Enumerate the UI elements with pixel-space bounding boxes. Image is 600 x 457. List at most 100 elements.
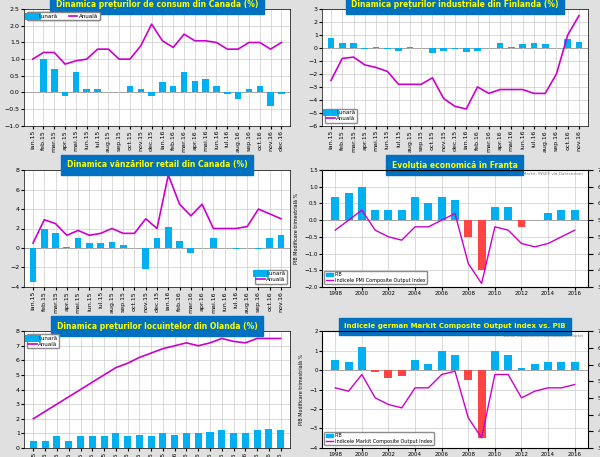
- Bar: [127, 86, 133, 92]
- Anuală: [350, 54, 357, 60]
- Anuală: [242, 340, 249, 345]
- Anuală: [148, 351, 155, 356]
- Anuală: [213, 40, 220, 45]
- Bar: [344, 362, 353, 370]
- Bar: [30, 441, 37, 448]
- Bar: [429, 48, 436, 53]
- Bar: [398, 370, 406, 376]
- Bar: [491, 207, 499, 220]
- Bar: [491, 351, 499, 370]
- Bar: [373, 47, 379, 48]
- Bar: [97, 243, 104, 248]
- Bar: [358, 187, 366, 220]
- Bar: [440, 48, 447, 51]
- Anuală: [105, 47, 112, 52]
- Bar: [230, 433, 237, 448]
- Anuală: [136, 355, 143, 360]
- Bar: [452, 48, 458, 49]
- Anuală: [253, 336, 260, 341]
- Bar: [437, 351, 446, 370]
- Anuală: [50, 50, 58, 55]
- Anuală: [142, 216, 149, 222]
- Bar: [53, 436, 61, 448]
- Bar: [361, 48, 368, 49]
- Anuală: [187, 213, 194, 218]
- Bar: [565, 39, 571, 48]
- Bar: [255, 248, 262, 249]
- Legend: Lunară, Anuală: Lunară, Anuală: [27, 334, 59, 348]
- Anuală: [112, 365, 119, 370]
- Bar: [463, 48, 470, 52]
- Anuală: [245, 40, 253, 45]
- Bar: [210, 238, 217, 248]
- Bar: [424, 203, 433, 220]
- Anuală: [418, 82, 425, 87]
- Anuală: [170, 45, 177, 50]
- Anuală: [89, 379, 96, 385]
- Bar: [328, 37, 334, 48]
- Anuală: [395, 82, 402, 87]
- Bar: [137, 89, 144, 92]
- Bar: [411, 197, 419, 220]
- Anuală: [65, 394, 73, 399]
- Anuală: [30, 416, 37, 421]
- Anuală: [474, 84, 481, 90]
- Anuală: [508, 87, 515, 92]
- Bar: [176, 241, 183, 248]
- Bar: [265, 429, 272, 448]
- Bar: [544, 213, 552, 220]
- Bar: [40, 59, 47, 92]
- Anuală: [463, 106, 470, 112]
- Bar: [278, 92, 284, 94]
- Bar: [64, 247, 70, 248]
- Legend: Lunară, Anuală: Lunară, Anuală: [254, 270, 287, 284]
- Bar: [160, 433, 166, 448]
- Bar: [120, 245, 127, 248]
- Bar: [497, 43, 503, 48]
- Bar: [557, 210, 565, 220]
- Anuală: [575, 13, 583, 18]
- Bar: [77, 436, 84, 448]
- Anuală: [440, 96, 448, 101]
- Bar: [385, 210, 392, 220]
- Anuală: [277, 336, 284, 341]
- Bar: [124, 436, 131, 448]
- Bar: [51, 69, 58, 92]
- Anuală: [361, 62, 368, 68]
- Bar: [112, 433, 119, 448]
- Anuală: [230, 339, 237, 344]
- Title: Indicele german Markit Composite Output Index vs. PIB: Indicele german Markit Composite Output …: [344, 324, 566, 329]
- Bar: [94, 89, 101, 92]
- Bar: [62, 92, 68, 96]
- Bar: [245, 89, 252, 92]
- Bar: [395, 48, 402, 51]
- Anuală: [530, 90, 538, 96]
- Anuală: [41, 217, 48, 223]
- Bar: [224, 92, 230, 94]
- Anuală: [232, 226, 239, 231]
- Anuală: [94, 47, 101, 52]
- Bar: [41, 441, 49, 448]
- Anuală: [119, 231, 127, 236]
- Anuală: [160, 346, 167, 351]
- Bar: [170, 86, 176, 92]
- Anuală: [176, 202, 183, 207]
- Anuală: [148, 21, 155, 27]
- Anuală: [154, 226, 161, 231]
- Bar: [213, 86, 220, 92]
- Bar: [52, 234, 59, 248]
- Anuală: [52, 221, 59, 226]
- Anuală: [131, 231, 138, 236]
- Bar: [101, 436, 107, 448]
- Line: Anuală: Anuală: [32, 24, 281, 64]
- Bar: [557, 362, 565, 370]
- Bar: [411, 361, 419, 370]
- Line: Anuală: Anuală: [33, 175, 281, 243]
- Anuală: [116, 56, 123, 62]
- Bar: [571, 210, 578, 220]
- Bar: [268, 92, 274, 106]
- Anuală: [124, 361, 131, 366]
- Anuală: [159, 38, 166, 43]
- Title: Dinamica prețurilor locuințelor din Olanda (%): Dinamica prețurilor locuințelor din Olan…: [56, 321, 257, 330]
- Bar: [148, 92, 155, 96]
